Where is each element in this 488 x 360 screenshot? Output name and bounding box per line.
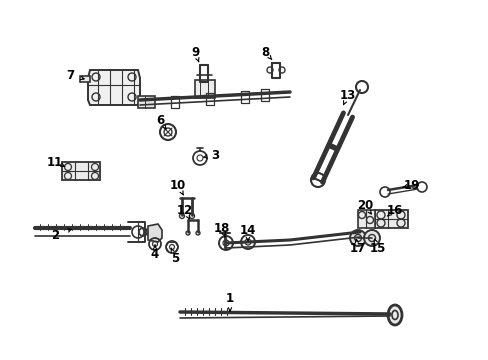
- Text: 11: 11: [47, 156, 63, 168]
- Text: 6: 6: [156, 113, 164, 126]
- Text: 20: 20: [356, 198, 372, 212]
- Polygon shape: [138, 96, 155, 108]
- Text: 2: 2: [51, 229, 59, 242]
- Text: 14: 14: [239, 224, 256, 237]
- Polygon shape: [357, 210, 374, 228]
- Text: 17: 17: [349, 242, 366, 255]
- Circle shape: [363, 230, 379, 246]
- Text: 5: 5: [170, 252, 179, 265]
- Text: 19: 19: [403, 179, 419, 192]
- Polygon shape: [374, 210, 407, 228]
- Polygon shape: [80, 76, 90, 82]
- Text: 9: 9: [190, 45, 199, 59]
- Circle shape: [349, 230, 365, 246]
- Polygon shape: [62, 162, 100, 180]
- Text: 7: 7: [66, 68, 74, 81]
- Text: 13: 13: [339, 89, 355, 102]
- Text: 3: 3: [210, 149, 219, 162]
- Text: 8: 8: [260, 45, 268, 59]
- Ellipse shape: [387, 305, 401, 325]
- Text: 15: 15: [369, 242, 386, 255]
- Polygon shape: [148, 224, 162, 242]
- Polygon shape: [88, 70, 140, 105]
- Text: 4: 4: [151, 248, 159, 261]
- Text: 16: 16: [386, 203, 403, 216]
- Text: 18: 18: [213, 221, 230, 234]
- Text: 1: 1: [225, 292, 234, 305]
- Polygon shape: [195, 80, 215, 98]
- Text: 10: 10: [169, 179, 186, 192]
- Text: 12: 12: [177, 203, 193, 216]
